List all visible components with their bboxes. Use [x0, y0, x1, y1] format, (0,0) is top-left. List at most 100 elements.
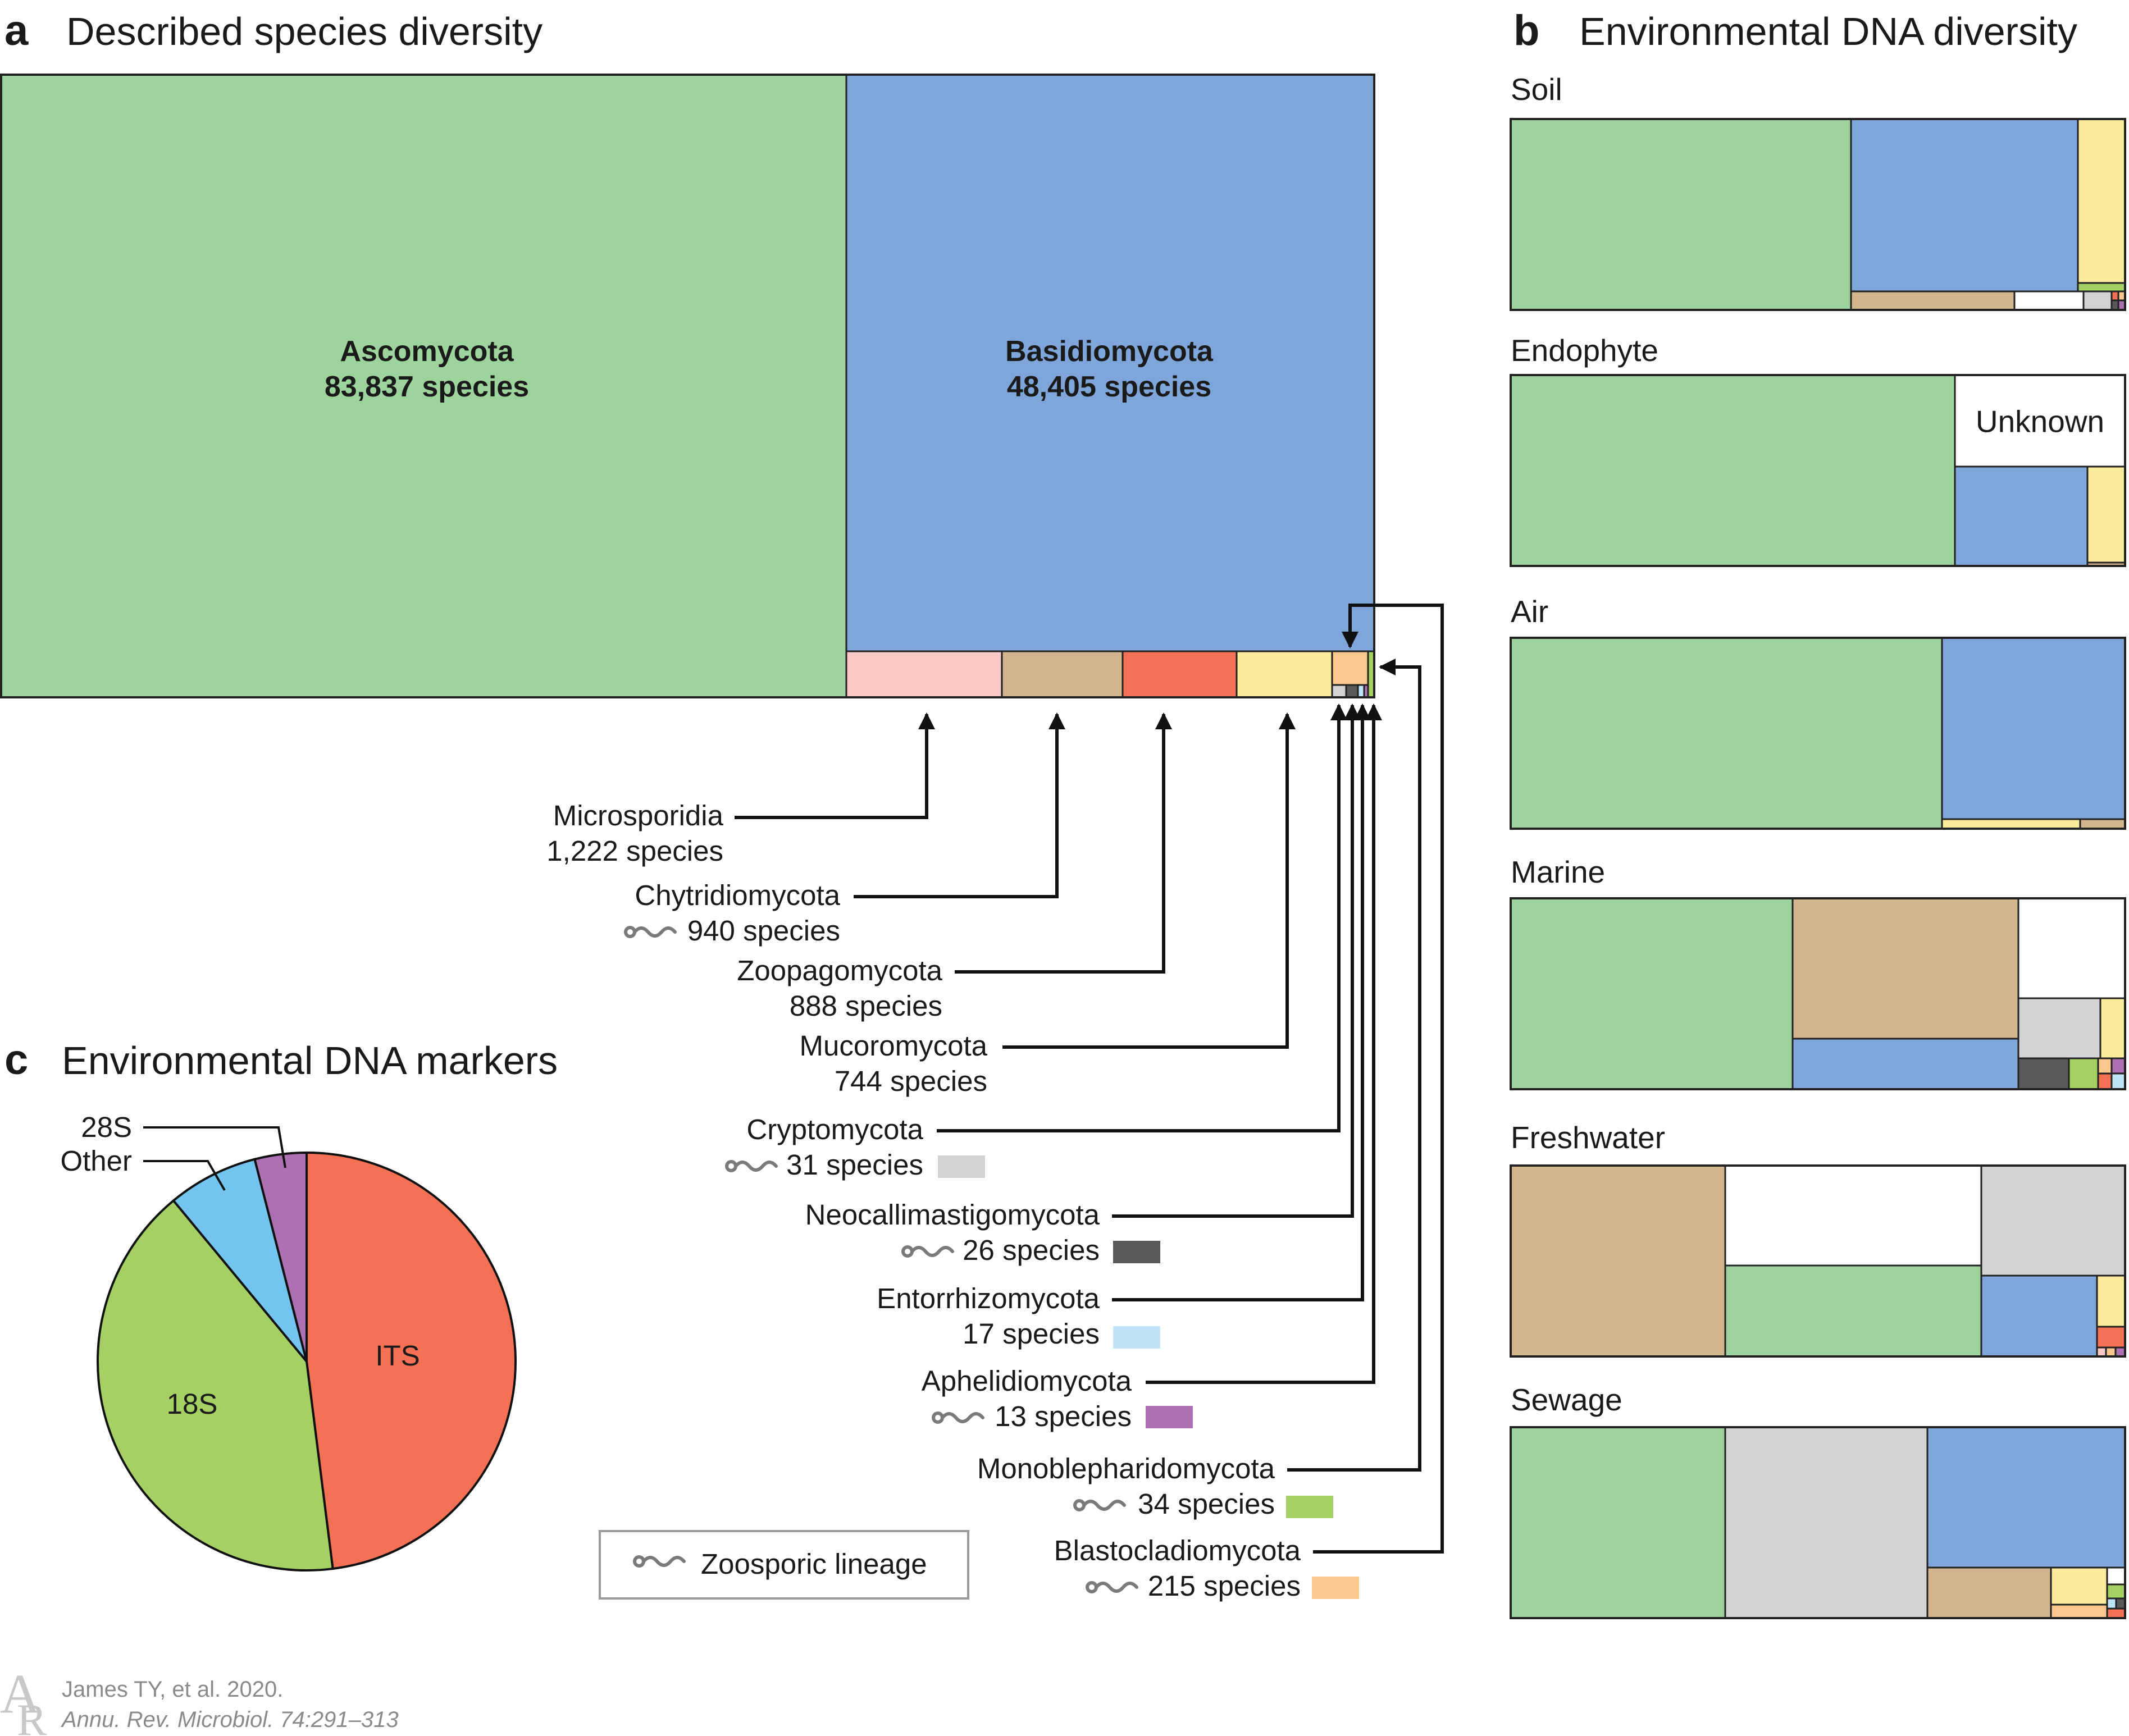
swatch-cryptomycota [938, 1155, 985, 1178]
label-chytridiomycota: Chytridiomycota [635, 879, 840, 911]
block-soil-ascomycota [1510, 118, 1852, 311]
count-microsporidia: 1,222 species [546, 835, 723, 867]
block-soil-zoopagomycota [2110, 290, 2119, 301]
count-entorrhizomycota: 17 species [963, 1318, 1100, 1350]
block-endophyte-basidiomycota [1954, 465, 2089, 567]
panel-b-letter: b [1513, 7, 1539, 54]
treemap-block-entorrhizomycota [1357, 684, 1365, 698]
block-soil-basidiomycota [1850, 118, 2079, 293]
count-cryptomycota: 31 species [786, 1149, 923, 1181]
block-sewage-neocallimastigomycota [2115, 1597, 2126, 1610]
border-soil [1510, 118, 2126, 311]
block-endophyte-ascomycota [1510, 374, 1956, 567]
block-sewage-mucoromycota [2050, 1566, 2108, 1606]
treemap-block-neocallimastigomycota [1345, 684, 1359, 698]
treemap-block-zoopagomycota [1122, 650, 1238, 698]
block-marine-chytridiomycota [1791, 897, 2019, 1040]
block-marine-cryptomycota [2017, 997, 2101, 1059]
legend-label: Zoosporic lineage [701, 1548, 927, 1580]
ascomycota-name: Ascomycota [340, 335, 514, 368]
block-freshwater-blastocladiomycota [2105, 1346, 2117, 1358]
pie-label-28s: 28S [81, 1111, 132, 1143]
publisher-logo: A R [0, 1662, 47, 1736]
block-marine-blastocladiomycota [2097, 1057, 2113, 1075]
block-endophyte-unknown [1954, 374, 2126, 468]
zoospore-icon-aphelidiomycota [932, 1411, 984, 1424]
block-marine-mucoromycota [2099, 997, 2126, 1059]
label-zoopagomycota: Zoopagomycota [737, 954, 942, 986]
panel-b-title: Environmental DNA diversity [1579, 10, 2077, 53]
border-freshwater [1510, 1164, 2126, 1358]
treemap-block-blastocladiomycota [1331, 650, 1369, 686]
treemap-block-microsporidia [845, 650, 1003, 698]
connector-microsporidia [735, 712, 935, 819]
connector-mucoromycota [1002, 712, 1296, 1049]
panel-a-title: Described species diversity [66, 10, 542, 53]
treemap-sewage: Sewage [1510, 1382, 2126, 1619]
count-chytridiomycota: 940 species [687, 915, 840, 947]
border-endophyte [1510, 374, 2126, 567]
block-sewage-chytridiomycota [1926, 1566, 2052, 1619]
treemap-air: Air [1510, 594, 2126, 830]
label-cryptomycota: Cryptomycota [746, 1113, 923, 1145]
zoospore-icon [633, 1555, 686, 1568]
label-monoblepharidomycota: Monoblepharidomycota [977, 1452, 1275, 1484]
pie-leader-other [143, 1160, 226, 1191]
treemap-freshwater: Freshwater [1510, 1120, 2126, 1358]
env-title-marine: Marine [1511, 855, 1605, 889]
block-marine-monoblepharidomycota [2068, 1057, 2099, 1090]
block-sewage-cryptomycota [1724, 1426, 1929, 1619]
env-title-sewage: Sewage [1511, 1382, 1622, 1417]
connector-blastocladiomycota [1313, 604, 1444, 1554]
block-endophyte-mucoromycota [2086, 465, 2126, 564]
credit-line-1: James TY, et al. 2020. [62, 1677, 283, 1702]
label-aphelidiomycota: Aphelidiomycota [922, 1365, 1132, 1397]
border-marine [1510, 897, 2126, 1090]
block-freshwater-cryptomycota [1980, 1164, 2126, 1277]
border-air [1510, 637, 2126, 830]
block-air-basidiomycota [1941, 637, 2126, 820]
pie-slice-its [306, 1151, 517, 1570]
pie-slice-18s [97, 1199, 334, 1572]
panel-c-letter: c [4, 1036, 28, 1084]
swatch-blastocladiomycota [1312, 1577, 1359, 1599]
ascomycota-count: 83,837 species [325, 371, 529, 403]
label-blastocladiomycota: Blastocladiomycota [1054, 1534, 1301, 1566]
pie-label-its: ITS [375, 1340, 420, 1372]
block-marine-basidiomycota [1791, 1038, 2019, 1090]
count-blastocladiomycota: 215 species [1148, 1570, 1301, 1602]
block-freshwater-aphelidiomycota [2114, 1346, 2126, 1358]
block-marine-neocallimastigomycota [2017, 1057, 2070, 1090]
block-marine-unknown [2017, 897, 2126, 999]
connector-monoblepharidomycota [1287, 659, 1421, 1472]
label-mucoromycota: Mucoromycota [800, 1030, 988, 1062]
basidiomycota-count: 48,405 species [1007, 371, 1211, 403]
label-entorrhizomycota: Entorrhizomycota [877, 1282, 1100, 1314]
connector-aphelidiomycota [1146, 703, 1382, 1384]
treemap-block-basidiomycota [845, 74, 1375, 652]
svg-text:R: R [17, 1696, 47, 1736]
block-air-chytridiomycota [2079, 818, 2126, 830]
block-soil-mucoromycota [2077, 118, 2126, 293]
block-sewage-monoblepharidomycota [2106, 1583, 2126, 1600]
unknown-label-endophyte: Unknown [1976, 404, 2104, 439]
panel-a-letter: a [4, 7, 29, 54]
block-freshwater-chytridiomycota [1510, 1164, 1726, 1358]
label-neocallimastigomycota: Neocallimastigomycota [805, 1199, 1100, 1231]
treemap-block-mucoromycota [1236, 650, 1333, 698]
treemap-marine: Marine [1510, 855, 2126, 1090]
zoospore-icon-chytridiomycota [624, 926, 677, 938]
swatch-monoblepharidomycota [1286, 1496, 1333, 1518]
block-sewage-unknown [2106, 1566, 2126, 1586]
count-mucoromycota: 744 species [835, 1065, 987, 1097]
treemap-soil: Soil [1510, 72, 2126, 311]
treemap-block-cryptomycota [1331, 684, 1347, 698]
basidiomycota-name: Basidiomycota [1005, 335, 1214, 368]
block-sewage-ascomycota [1510, 1426, 1726, 1619]
block-freshwater-microsporidia [2096, 1346, 2107, 1358]
block-freshwater-ascomycota [1724, 1264, 1982, 1358]
pie-label-18s: 18S [167, 1388, 218, 1420]
